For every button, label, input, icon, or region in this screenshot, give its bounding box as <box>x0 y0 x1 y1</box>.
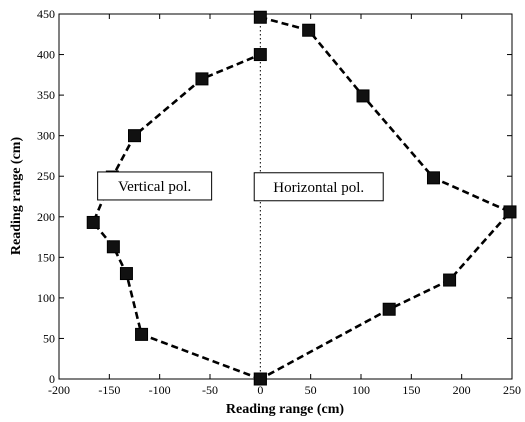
data-point-marker <box>253 10 267 24</box>
y-axis-title: Reading range (cm) <box>9 137 24 256</box>
y-axis-ticks: 0 50 100 150 200 250 300 350 400 450 <box>37 7 512 386</box>
x-tick-label: -150 <box>98 383 120 397</box>
data-point-marker <box>106 240 120 254</box>
x-tick-label: 50 <box>305 383 317 397</box>
y-tick-label: 50 <box>43 331 55 345</box>
series-line-2 <box>259 15 513 381</box>
data-point-marker <box>443 273 457 287</box>
x-tick-label: 100 <box>352 383 370 397</box>
series-lines <box>91 15 513 381</box>
y-tick-label: 200 <box>37 210 55 224</box>
series-layer <box>86 10 517 386</box>
data-point-marker <box>135 327 149 341</box>
annotation-label: Horizontal pol. <box>273 180 364 196</box>
series-line-1 <box>91 53 261 381</box>
y-tick-label: 250 <box>37 169 55 183</box>
data-point-marker <box>356 89 370 103</box>
y-tick-label: 100 <box>37 291 55 305</box>
y-tick-label: 450 <box>37 7 55 21</box>
y-tick-label: 300 <box>37 129 55 143</box>
data-point-marker <box>503 205 517 219</box>
x-tick-label: 0 <box>257 383 263 397</box>
x-tick-label: 200 <box>453 383 471 397</box>
data-point-marker <box>426 171 440 185</box>
x-tick-label: -200 <box>48 383 70 397</box>
x-tick-label: -50 <box>202 383 218 397</box>
data-point-marker <box>382 302 396 316</box>
y-tick-label: 150 <box>37 250 55 264</box>
annotation-box <box>253 172 384 202</box>
x-tick-label: 250 <box>503 383 521 397</box>
x-tick-label: 150 <box>402 383 420 397</box>
annotation-label: Vertical pol. <box>118 179 191 195</box>
data-point-marker <box>253 48 267 62</box>
y-tick-label: 350 <box>37 88 55 102</box>
x-axis-title: Reading range (cm) <box>226 402 345 417</box>
annotations: Vertical pol. Horizontal pol. <box>97 171 384 202</box>
data-point-marker <box>302 23 316 37</box>
data-point-marker <box>86 215 100 229</box>
x-tick-label: -100 <box>149 383 171 397</box>
data-point-marker <box>195 72 209 86</box>
data-point-marker <box>253 372 267 386</box>
x-axis-ticks: -200 -150 -100 -50 0 50 100 150 200 250 <box>48 14 521 397</box>
series-markers <box>86 10 517 386</box>
annotation-box <box>97 171 213 201</box>
data-point-marker <box>128 129 141 143</box>
data-point-marker <box>119 267 133 281</box>
y-tick-label: 400 <box>37 48 55 62</box>
y-tick-label: 0 <box>49 372 55 386</box>
